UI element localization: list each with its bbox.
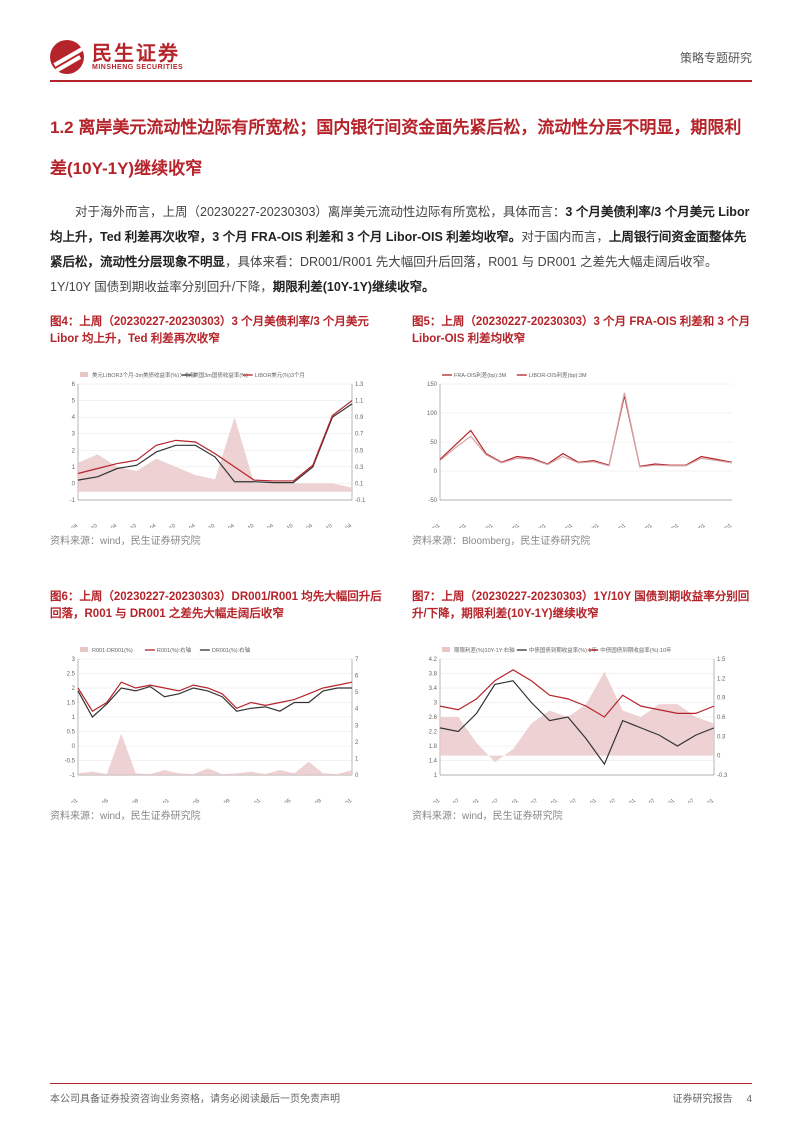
- svg-text:美国3m国债收益率(%): 美国3m国债收益率(%): [193, 371, 248, 379]
- svg-text:-0.3: -0.3: [717, 773, 728, 779]
- chart-4-plot: -10123456-0.10.10.30.50.70.91.11.32016-0…: [50, 368, 390, 528]
- svg-text:-50: -50: [428, 498, 437, 504]
- chart-6-plot: -1-0.500.511.522.53012345672020-012020-0…: [50, 643, 390, 803]
- logo-icon: [50, 40, 84, 74]
- footer-disclaimer: 本公司具备证券投资咨询业务资格，请务必阅读最后一页免责声明: [50, 1090, 340, 1105]
- svg-text:期限利差(%)10Y-1Y:右轴: 期限利差(%)10Y-1Y:右轴: [454, 646, 515, 654]
- svg-text:DR001(%):右轴: DR001(%):右轴: [212, 646, 251, 654]
- svg-text:1.2: 1.2: [717, 676, 726, 682]
- chart-5-card: 图5：上周（20230227-20230303）3 个月 FRA-OIS 利差和…: [412, 314, 752, 547]
- svg-text:FRA-OIS利差(bp):3M: FRA-OIS利差(bp):3M: [454, 371, 507, 379]
- svg-text:美元LIBOR3个月-3m美债收益率(%)：右轴: 美元LIBOR3个月-3m美债收益率(%)：右轴: [92, 371, 196, 379]
- body-paragraph: 对于海外而言，上周（20230227-20230303）离岸美元流动性边际有所宽…: [50, 200, 752, 300]
- svg-text:1.3: 1.3: [355, 382, 364, 388]
- chart-4-title: 图4：上周（20230227-20230303）3 个月美债利率/3 个月美元 …: [50, 314, 390, 364]
- svg-text:LIBOR-OIS利差(bp):3M: LIBOR-OIS利差(bp):3M: [529, 371, 587, 379]
- chart-7-source: 资料来源：wind，民生证券研究院: [412, 807, 752, 822]
- svg-text:0.6: 0.6: [717, 715, 726, 721]
- svg-text:2.2: 2.2: [429, 729, 438, 735]
- svg-text:4.2: 4.2: [429, 657, 438, 663]
- svg-text:0.3: 0.3: [717, 734, 726, 740]
- chart-5-plot: -500501001502010/012012/012014/012015/01…: [412, 368, 752, 528]
- logo-text-en: MINSHENG SECURITIES: [92, 64, 183, 71]
- chart-5-source: 资料来源：Bloomberg，民生证券研究院: [412, 532, 752, 547]
- svg-text:R001(%):右轴: R001(%):右轴: [157, 646, 192, 654]
- doc-type-label: 策略专题研究: [680, 49, 752, 66]
- svg-text:100: 100: [427, 411, 438, 417]
- chart-7-card: 图7：上周（20230227-20230303）1Y/10Y 国债到期收益率分别…: [412, 589, 752, 822]
- chart-6-card: 图6：上周（20230227-20230303）DR001/R001 均先大幅回…: [50, 589, 390, 822]
- chart-4-source: 资料来源：wind，民生证券研究院: [50, 532, 390, 547]
- svg-text:1.5: 1.5: [717, 657, 726, 663]
- page-footer: 本公司具备证券投资咨询业务资格，请务必阅读最后一页免责声明 证券研究报告 4: [50, 1083, 752, 1105]
- svg-text:-0.5: -0.5: [65, 758, 76, 764]
- svg-text:0.9: 0.9: [717, 695, 726, 701]
- chart-4-card: 图4：上周（20230227-20230303）3 个月美债利率/3 个月美元 …: [50, 314, 390, 547]
- chart-7-plot: 11.41.82.22.633.43.84.2-0.300.30.60.91.2…: [412, 643, 752, 803]
- footer-right: 证券研究报告 4: [673, 1090, 752, 1105]
- svg-text:中债国债到期收益率(%):10年: 中债国债到期收益率(%):10年: [600, 646, 672, 654]
- svg-text:1.4: 1.4: [429, 758, 438, 764]
- svg-text:1.5: 1.5: [67, 700, 76, 706]
- section-title: 1.2 离岸美元流动性边际有所宽松；国内银行间资金面先紧后松，流动性分层不明显，…: [50, 108, 752, 190]
- svg-text:50: 50: [430, 440, 437, 446]
- svg-text:3.4: 3.4: [429, 686, 438, 692]
- svg-text:0.5: 0.5: [67, 729, 76, 735]
- svg-text:-1: -1: [70, 498, 76, 504]
- chart-5-title: 图5：上周（20230227-20230303）3 个月 FRA-OIS 利差和…: [412, 314, 752, 364]
- svg-text:0.1: 0.1: [355, 481, 364, 487]
- svg-text:150: 150: [427, 382, 438, 388]
- svg-text:2.5: 2.5: [67, 671, 76, 677]
- svg-text:R001-DR001(%): R001-DR001(%): [92, 648, 133, 654]
- page-header: 民生证券 MINSHENG SECURITIES 策略专题研究: [50, 40, 752, 82]
- chart-grid: 图4：上周（20230227-20230303）3 个月美债利率/3 个月美元 …: [50, 314, 752, 822]
- svg-text:1.1: 1.1: [355, 398, 364, 404]
- svg-text:0.9: 0.9: [355, 415, 364, 421]
- svg-text:-1: -1: [70, 773, 76, 779]
- svg-text:2.6: 2.6: [429, 715, 438, 721]
- svg-text:0.3: 0.3: [355, 464, 364, 470]
- svg-text:0.5: 0.5: [355, 448, 364, 454]
- svg-text:中债国债到期收益率(%):1年: 中债国债到期收益率(%):1年: [529, 646, 598, 654]
- chart-6-source: 资料来源：wind，民生证券研究院: [50, 807, 390, 822]
- svg-text:1.8: 1.8: [429, 744, 438, 750]
- svg-text:LIBOR美元(%)3个月: LIBOR美元(%)3个月: [255, 371, 305, 379]
- chart-6-title: 图6：上周（20230227-20230303）DR001/R001 均先大幅回…: [50, 589, 390, 639]
- logo-block: 民生证券 MINSHENG SECURITIES: [50, 40, 183, 74]
- svg-text:-0.1: -0.1: [355, 498, 366, 504]
- chart-7-title: 图7：上周（20230227-20230303）1Y/10Y 国债到期收益率分别…: [412, 589, 752, 639]
- logo-text-cn: 民生证券: [92, 44, 183, 64]
- svg-text:3.8: 3.8: [429, 671, 438, 677]
- svg-text:0.7: 0.7: [355, 431, 364, 437]
- page-number: 4: [746, 1094, 752, 1105]
